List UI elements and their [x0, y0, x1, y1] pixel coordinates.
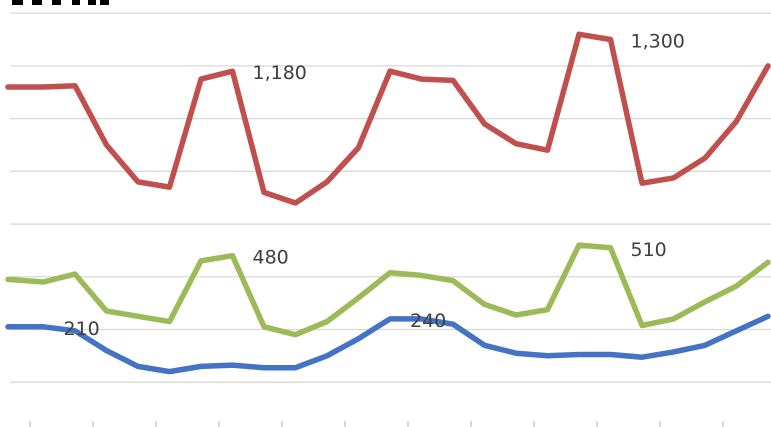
- data-label: 1,180: [253, 62, 307, 84]
- series-line-0: [5, 31, 771, 206]
- data-label: 210: [64, 318, 100, 340]
- x-axis-ticks: [29, 421, 724, 427]
- data-label: 480: [253, 247, 289, 269]
- data-label: 240: [410, 310, 446, 332]
- data-label: 510: [631, 239, 667, 261]
- series-line-1: [5, 242, 771, 338]
- title-fragment: [12, 0, 109, 5]
- gridlines: [10, 12, 771, 383]
- series-line-2: [5, 313, 771, 375]
- series-lines: [5, 31, 771, 375]
- data-label: 1,300: [631, 31, 685, 53]
- data-labels: 1,180 1,300 480 510 210 240: [64, 31, 685, 340]
